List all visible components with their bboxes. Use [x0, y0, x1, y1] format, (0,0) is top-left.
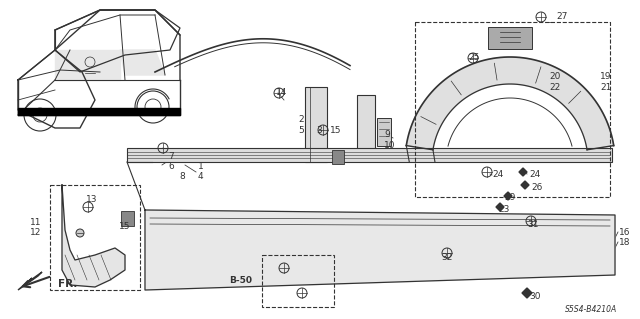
Polygon shape [496, 203, 504, 211]
Text: 26: 26 [531, 183, 542, 192]
Text: 15: 15 [119, 222, 131, 231]
Text: 14: 14 [276, 88, 287, 97]
Text: 21: 21 [600, 83, 611, 92]
Bar [50, 185, 140, 290]
Text: 22: 22 [549, 83, 560, 92]
Polygon shape [18, 272, 42, 290]
Bar [488, 27, 532, 49]
Text: 31: 31 [527, 220, 538, 229]
Text: 25: 25 [468, 53, 479, 62]
Text: 6: 6 [168, 162, 173, 171]
Polygon shape [62, 185, 125, 287]
Text: 27: 27 [556, 12, 568, 21]
Text: 8: 8 [179, 172, 185, 181]
Polygon shape [120, 50, 165, 75]
Text: 1: 1 [198, 162, 204, 171]
Bar [121, 211, 134, 226]
Text: B-50: B-50 [229, 276, 252, 285]
Polygon shape [522, 288, 532, 298]
Text: 4: 4 [198, 172, 204, 181]
Bar [127, 148, 612, 162]
Polygon shape [504, 192, 512, 200]
Text: FR.: FR. [58, 279, 77, 289]
Text: 20: 20 [549, 72, 561, 81]
Polygon shape [521, 181, 529, 189]
Text: 3: 3 [316, 126, 322, 135]
Polygon shape [145, 210, 615, 290]
Text: S5S4-B4210A: S5S4-B4210A [565, 305, 617, 314]
Text: 24: 24 [492, 170, 503, 179]
Polygon shape [519, 168, 527, 176]
Polygon shape [55, 50, 120, 80]
Text: 18: 18 [619, 238, 630, 247]
Text: 11: 11 [30, 218, 42, 227]
Text: 23: 23 [498, 205, 509, 214]
Bar [332, 150, 344, 164]
Text: 30: 30 [529, 292, 541, 301]
Bar [377, 118, 391, 146]
Text: 10: 10 [384, 141, 396, 150]
Text: 5: 5 [298, 126, 304, 135]
Bar [305, 87, 327, 162]
Polygon shape [18, 108, 180, 115]
Text: 7: 7 [168, 152, 173, 161]
Text: 29: 29 [504, 193, 515, 202]
Text: 9: 9 [384, 130, 390, 139]
Text: 32: 32 [441, 253, 452, 262]
Text: 24: 24 [529, 170, 540, 179]
Text: 13: 13 [86, 195, 97, 204]
Text: 2: 2 [298, 115, 303, 124]
Text: 16: 16 [619, 228, 630, 237]
Bar [357, 95, 375, 155]
Text: 19: 19 [600, 72, 611, 81]
Circle shape [76, 229, 84, 237]
Text: 12: 12 [30, 228, 42, 237]
Text: 15: 15 [330, 126, 342, 135]
Bar [262, 255, 334, 307]
Polygon shape [406, 57, 614, 150]
Bar [415, 22, 610, 197]
